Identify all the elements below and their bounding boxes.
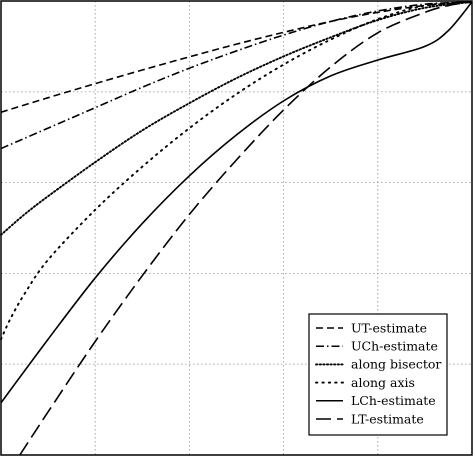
legend-label-5: LCh-estimate: [351, 393, 436, 408]
series-line-2: [0, 1, 473, 150]
series-line-6: [19, 1, 473, 456]
series-line-5: [0, 1, 473, 404]
legend-label-3: along bisector: [351, 357, 441, 372]
legend-box: [308, 313, 448, 436]
legend-label-1: UT-estimate: [351, 320, 427, 335]
legend-label-2: UCh-estimate: [351, 339, 438, 354]
legend: UT-estimate UCh-estimate along bisector alo…: [308, 313, 448, 436]
series-line-3: [0, 0, 473, 236]
legend-label-4: along axis: [351, 375, 415, 390]
series-line-1: [0, 1, 473, 113]
legend-items: UT-estimate UCh-estimate along bisector alo…: [315, 320, 441, 426]
series-line-4: [0, 0, 473, 341]
legend-label-6: LT-estimate: [351, 411, 424, 426]
